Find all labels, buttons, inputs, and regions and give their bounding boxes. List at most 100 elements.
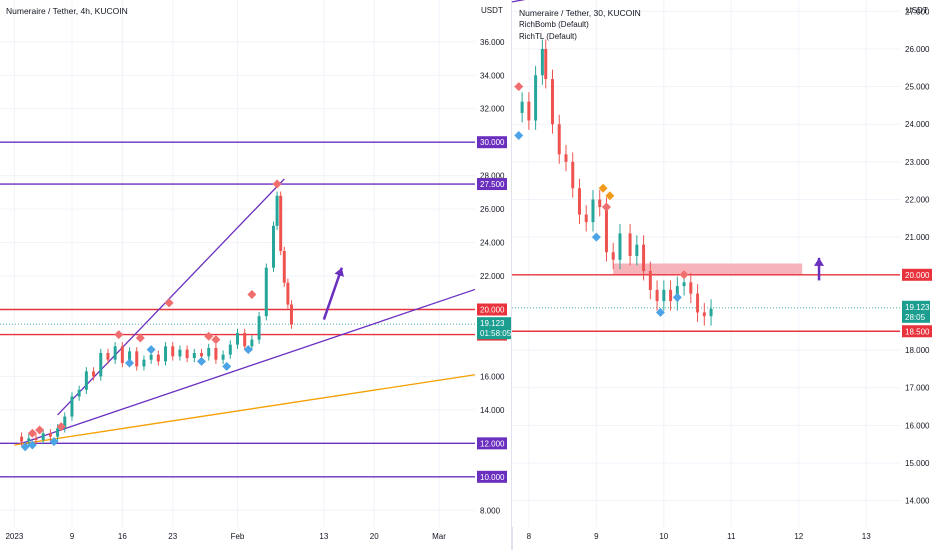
candle-body-4h: [185, 349, 189, 359]
y-tick-label-30m: 24.000: [905, 120, 930, 129]
candle-body-4h: [135, 351, 139, 367]
trend-line-4h[interactable]: [14, 374, 476, 446]
sell-signal-30m[interactable]: [514, 82, 524, 92]
candle-body-4h: [20, 436, 24, 442]
candle-body-4h: [257, 316, 261, 340]
unit-label-4h: USDT: [481, 6, 503, 15]
current-price-label-4h: 19.123: [480, 319, 505, 328]
sell-signal-4h[interactable]: [272, 179, 282, 189]
y-tick-label-30m: 27.000: [905, 7, 930, 16]
candle-body-30m: [611, 252, 615, 260]
buy-signal-4h[interactable]: [49, 437, 59, 447]
candle-body-4h: [289, 304, 293, 325]
buy-signal-4h[interactable]: [27, 440, 37, 450]
chart-panel-30m[interactable]: 27.000 26.000 25.000 24.000 23.000 22.000 21.0…: [511, 0, 932, 550]
price-badge-label-30m: 18.500: [905, 327, 930, 336]
x-tick-label-4h: Feb: [231, 532, 245, 541]
chart-title-30m: Numeraire / Tether, 30, KUCOIN: [519, 8, 641, 18]
buy-signal-30m[interactable]: [655, 307, 665, 317]
price-badge-label-4h: 30.000: [480, 138, 505, 147]
y-tick-label-4h: 14.000: [480, 406, 505, 415]
candle-body-30m: [584, 214, 588, 223]
buy-signal-30m[interactable]: [591, 232, 601, 242]
y-tick-label-30m: 17.000: [905, 384, 930, 393]
buy-signal-30m[interactable]: [672, 292, 682, 302]
candle-body-30m: [604, 207, 608, 253]
candle-body-4h: [84, 371, 88, 390]
chart-canvas-30m[interactable]: 27.000 26.000 25.000 24.000 23.000 22.000 21.0…: [511, 0, 932, 550]
candle-body-30m: [564, 154, 568, 162]
y-tick-label-4h: 32.000: [480, 105, 505, 114]
candle-body-30m: [648, 271, 652, 290]
countdown-label-30m: 28:05: [905, 313, 926, 322]
y-tick-label-30m: 18.000: [905, 346, 930, 355]
y-tick-label-4h: 16.000: [480, 372, 505, 381]
sell-signal-4h[interactable]: [27, 428, 37, 438]
chart-panel-4h[interactable]: 36.000 34.000 32.000 28.000 26.000 24.000 22.0…: [0, 0, 512, 550]
sell-signal-4h[interactable]: [164, 298, 174, 308]
sell-signal-4h[interactable]: [135, 333, 145, 343]
price-badge-label-30m: 20.000: [905, 271, 930, 280]
candle-body-4h: [250, 339, 254, 347]
price-badge-4h: [477, 470, 507, 483]
sell-signal-4h[interactable]: [204, 331, 214, 341]
sell-signal-30m[interactable]: [601, 202, 611, 212]
buy-signal-4h[interactable]: [243, 345, 253, 355]
trend-line-30m[interactable]: [511, 0, 542, 3]
candle-body-4h: [200, 353, 204, 357]
candle-body-30m: [709, 308, 713, 317]
sell-signal-4h[interactable]: [56, 422, 66, 432]
candle-body-4h: [264, 267, 268, 317]
direction-arrow-shaft-4h[interactable]: [322, 267, 344, 320]
candle-body-4h: [48, 433, 52, 437]
candle-body-4h: [106, 353, 110, 360]
trend-line-4h[interactable]: [57, 178, 285, 416]
x-tick-label-30m: 10: [659, 532, 668, 541]
buy-signal-4h[interactable]: [222, 361, 232, 371]
candle-body-30m: [662, 289, 666, 302]
candle-body-30m: [682, 282, 686, 287]
buy-signal-4h[interactable]: [125, 358, 135, 368]
y-tick-label-30m: 22.000: [905, 196, 930, 205]
buy-signal-4h[interactable]: [20, 442, 30, 452]
sell-signal-4h[interactable]: [247, 289, 257, 299]
x-tick-label-4h: 23: [168, 532, 177, 541]
candle-body-4h: [221, 354, 225, 360]
candle-body-30m: [550, 79, 554, 125]
candle-body-30m: [618, 233, 622, 260]
indicator-label-richtl: RichTL (Default): [519, 32, 577, 41]
chart-canvas-4h[interactable]: 36.000 34.000 32.000 28.000 26.000 24.000 22.0…: [0, 0, 512, 550]
resistance-zone[interactable]: [613, 263, 803, 275]
neutral-signal-30m[interactable]: [605, 191, 615, 201]
direction-arrow-head-4h[interactable]: [334, 267, 344, 277]
y-tick-label-4h: 34.000: [480, 71, 505, 80]
candle-body-30m: [544, 48, 548, 80]
candle-body-4h: [92, 371, 96, 377]
direction-arrow-head-30m[interactable]: [814, 257, 825, 266]
price-badge-label-4h: 10.000: [480, 473, 505, 482]
candle-body-30m: [577, 188, 581, 215]
candle-body-4h: [275, 195, 279, 226]
buy-signal-4h[interactable]: [146, 345, 156, 355]
sell-signal-30m[interactable]: [679, 270, 689, 280]
x-tick-label-4h: 16: [118, 532, 127, 541]
buy-signal-4h[interactable]: [197, 356, 207, 366]
buy-signal-30m[interactable]: [514, 131, 524, 141]
indicator-label-richbomb: RichBomb (Default): [519, 20, 589, 29]
sell-signal-4h[interactable]: [35, 425, 45, 435]
y-tick-label-30m: 16.000: [905, 421, 930, 430]
candle-body-4h: [192, 353, 196, 359]
candle-body-30m: [534, 75, 538, 121]
price-badge-label-4h: 20.000: [480, 306, 505, 315]
y-tick-label-30m: 15.000: [905, 459, 930, 468]
sell-signal-4h[interactable]: [211, 335, 221, 345]
candle-body-30m: [702, 312, 706, 317]
candle-body-4h: [113, 346, 117, 360]
y-tick-label-30m: 14.000: [905, 497, 930, 506]
trend-line-4h[interactable]: [21, 288, 476, 444]
candle-body-4h: [56, 428, 60, 437]
candle-body-4h: [286, 282, 290, 305]
price-badge-label-4h: 12.000: [480, 439, 505, 448]
sell-signal-4h[interactable]: [114, 330, 124, 340]
neutral-signal-30m[interactable]: [598, 183, 608, 193]
